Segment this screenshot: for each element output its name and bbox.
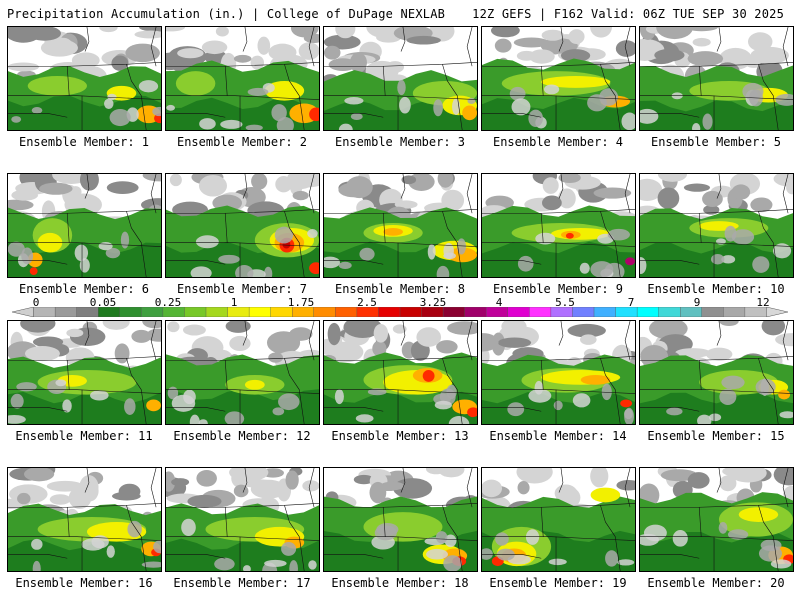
ensemble-member-label: Ensemble Member: 18 [331,576,469,590]
precip-field [324,321,477,424]
precip-field [640,468,793,571]
colorbar-swatch [205,307,229,317]
ensemble-member-map [323,320,478,425]
ensemble-member-map [7,173,162,278]
precip-field [482,321,635,424]
precip-field [324,174,477,277]
ensemble-member-map [481,173,636,278]
ensemble-member-label: Ensemble Member: 6 [18,282,150,296]
ensemble-member-label: Ensemble Member: 20 [647,576,785,590]
ensemble-member-label: Ensemble Member: 3 [334,135,466,149]
colorbar-swatch [378,307,401,317]
precipitation-colorbar [12,307,788,317]
colorbar-swatch [529,307,552,317]
precip-field [640,321,793,424]
colorbar-tick-label: 9 [693,296,701,309]
ensemble-member-map [7,26,162,131]
precip-field [640,27,793,130]
ensemble-member-label: Ensemble Member: 4 [492,135,624,149]
precip-field [8,468,161,571]
precip-field [482,468,635,571]
precip-field [166,468,319,571]
ensemble-member-label: Ensemble Member: 16 [15,576,153,590]
ensemble-member-label: Ensemble Member: 2 [176,135,308,149]
colorbar-tick-label: 3.25 [419,296,447,309]
ensemble-member-map [323,173,478,278]
colorbar-tick-label: 0 [32,296,40,309]
colorbar-swatch [54,307,78,317]
precip-field [324,27,477,130]
colorbar-swatch [507,307,530,317]
ensemble-member-map [481,320,636,425]
ensemble-member-map [639,467,794,572]
colorbar-tick-label: 4 [495,296,503,309]
ensemble-member-label: Ensemble Member: 7 [176,282,308,296]
ensemble-member-label: Ensemble Member: 13 [331,429,469,443]
colorbar-tick-label: 2.5 [357,296,377,309]
precip-field [324,468,477,571]
precip-field [482,27,635,130]
colorbar-swatch [442,307,466,317]
colorbar-tick-label: 1.75 [287,296,315,309]
ensemble-member-map [639,173,794,278]
colorbar-tick-label: 12 [756,296,770,309]
colorbar-swatch [572,307,595,317]
precip-field [8,174,161,277]
colorbar-tick-label: 1 [230,296,238,309]
colorbar-swatch [593,307,617,317]
ensemble-member-label: Ensemble Member: 12 [173,429,311,443]
colorbar-swatch [313,307,336,317]
colorbar-swatch [184,307,207,317]
precip-field [166,174,319,277]
colorbar-swatch [119,307,142,317]
precip-field [640,174,793,277]
ensemble-member-label: Ensemble Member: 11 [15,429,153,443]
colorbar-swatch [248,307,272,317]
ensemble-member-label: Ensemble Member: 19 [489,576,627,590]
ensemble-member-label: Ensemble Member: 8 [334,282,466,296]
ensemble-member-label: Ensemble Member: 15 [647,429,785,443]
map-title: Precipitation Accumulation (in.) | Colle… [7,7,446,21]
colorbar-swatch [335,307,358,317]
colorbar-swatch [658,307,681,317]
colorbar-tick-label: 0.25 [154,296,182,309]
colorbar-swatch [766,307,788,317]
ensemble-member-label: Ensemble Member: 14 [489,429,627,443]
colorbar-swatch [464,307,487,317]
precip-field [166,321,319,424]
ensemble-member-label: Ensemble Member: 10 [647,282,785,296]
precip-field [8,27,161,130]
precip-field [8,321,161,424]
colorbar-swatch [701,307,724,317]
colorbar-swatch [399,307,423,317]
ensemble-member-label: Ensemble Member: 17 [173,576,311,590]
ensemble-member-map [481,467,636,572]
ensemble-member-label: Ensemble Member: 5 [650,135,782,149]
ensemble-member-map [323,26,478,131]
colorbar-swatch [636,307,660,317]
ensemble-member-map [7,320,162,425]
model-run-info: 12Z GEFS | F162 Valid: 06Z TUE SEP 30 20… [472,7,784,21]
ensemble-member-map [165,173,320,278]
colorbar-swatch [723,307,746,317]
ensemble-member-map [639,320,794,425]
ensemble-member-map [165,320,320,425]
precip-field [482,174,635,277]
colorbar-tick-label: 0.05 [89,296,117,309]
colorbar-swatch [12,307,34,317]
ensemble-member-map [323,467,478,572]
ensemble-member-label: Ensemble Member: 9 [492,282,624,296]
ensemble-member-map [481,26,636,131]
ensemble-member-map [165,26,320,131]
precip-field [166,27,319,130]
ensemble-member-map [639,26,794,131]
ensemble-member-map [7,467,162,572]
ensemble-member-map [165,467,320,572]
ensemble-member-label: Ensemble Member: 1 [18,135,150,149]
colorbar-tick-label: 5.5 [555,296,575,309]
colorbar-tick-label: 7 [627,296,635,309]
